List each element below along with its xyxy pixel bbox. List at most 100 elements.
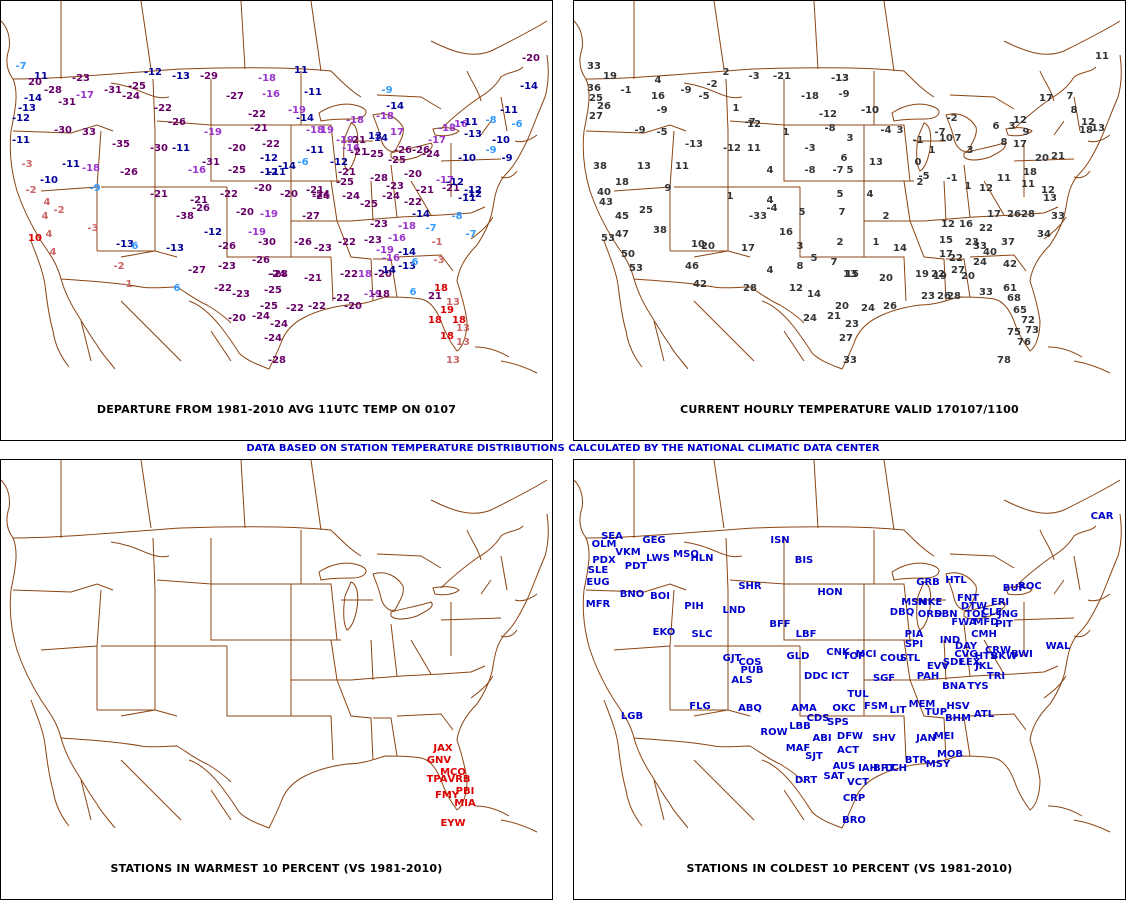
cold-station-label: MFR xyxy=(586,599,611,610)
departure-value-label: 18 xyxy=(452,315,466,326)
current-temp-value-label: 14 xyxy=(893,243,907,254)
cold-station-label: SPI xyxy=(905,639,923,650)
current-temp-value-label: 2 xyxy=(917,177,924,188)
current-temp-value-label: 53 xyxy=(601,233,615,244)
current-temp-value-label: 6 xyxy=(841,153,848,164)
current-temp-value-label: 3 xyxy=(797,241,804,252)
departure-value-label: -2 xyxy=(113,261,124,272)
current-temp-value-label: 18 xyxy=(1023,167,1037,178)
departure-value-label: -23 xyxy=(386,181,404,192)
cold-station-label: HON xyxy=(817,587,842,598)
current-temp-value-label: 19 xyxy=(915,269,929,280)
cold-station-label: LBB xyxy=(789,721,811,732)
departure-value-label: -10 xyxy=(492,135,510,146)
current-temp-value-label: 4 xyxy=(767,195,774,206)
departure-value-label: -20 xyxy=(280,189,298,200)
departure-value-label: -16 xyxy=(382,253,400,264)
current-temp-value-label: -10 xyxy=(861,105,879,116)
current-temp-value-label: 33 xyxy=(979,287,993,298)
cold-station-label: AUS xyxy=(833,761,856,772)
current-temp-value-label: -9 xyxy=(680,85,691,96)
current-temp-caption: CURRENT HOURLY TEMPERATURE VALID 170107/… xyxy=(680,403,1019,416)
current-temp-value-label: 78 xyxy=(997,355,1011,366)
current-temp-value-label: 18 xyxy=(615,177,629,188)
current-temp-value-label: 42 xyxy=(1003,259,1017,270)
current-temp-value-label: 12 xyxy=(1041,185,1055,196)
current-temp-value-label: 23 xyxy=(845,319,859,330)
cold-station-label: LWS xyxy=(646,553,670,564)
departure-value-label: 18 xyxy=(428,315,442,326)
cold-station-label: JKL xyxy=(974,661,993,672)
departure-value-label: 13 xyxy=(446,355,460,366)
current-temp-value-label: -9 xyxy=(838,89,849,100)
current-temp-value-label: 5 xyxy=(847,165,854,176)
current-temp-value-label: 24 xyxy=(973,257,987,268)
current-temp-value-label: 76 xyxy=(1017,337,1031,348)
current-temp-value-label: -3 xyxy=(804,143,815,154)
departure-value-label: -26 xyxy=(192,203,210,214)
current-temp-value-label: 22 xyxy=(949,253,963,264)
current-temp-value-label: 33 xyxy=(1051,211,1065,222)
current-temp-value-label: 18 xyxy=(1079,125,1093,136)
cold-station-label: SDF xyxy=(943,657,965,668)
current-temp-value-label: 11 xyxy=(747,143,761,154)
departure-value-label: -7 xyxy=(15,61,26,72)
current-temp-value-label: 3 xyxy=(967,145,974,156)
departure-value-label: 13 xyxy=(446,297,460,308)
departure-value-label: -16 xyxy=(342,143,360,154)
departure-value-label: -14 xyxy=(520,81,538,92)
current-temp-value-label: 7 xyxy=(1067,91,1074,102)
current-temp-value-label: 7 xyxy=(839,207,846,218)
current-temp-value-label: -8 xyxy=(824,123,835,134)
departure-value-label: -12 xyxy=(446,177,464,188)
cold-station-label: BNO xyxy=(620,589,645,600)
current-temp-value-label: -10 xyxy=(861,105,879,116)
departure-value-label: -19 xyxy=(376,245,394,256)
current-temp-value-label: 16 xyxy=(779,227,793,238)
departure-value-label: -10 xyxy=(458,153,476,164)
departure-value-label: -23 xyxy=(370,219,388,230)
cold-station-label: DBQ xyxy=(890,607,914,618)
current-temp-value-label: 5 xyxy=(837,189,844,200)
departure-value-label: -20 xyxy=(228,143,246,154)
cold-station-label: IAH xyxy=(858,763,878,774)
current-temp-value-label: 26 xyxy=(1007,209,1021,220)
departure-value-label: -22 xyxy=(332,293,350,304)
cold-station-label: TYS xyxy=(967,681,988,692)
current-temp-value-label: -9 xyxy=(656,105,667,116)
current-temp-value-label: 22 xyxy=(979,223,993,234)
data-source-note: DATA BASED ON STATION TEMPERATURE DISTRI… xyxy=(246,443,880,454)
warm-station-label: EYW xyxy=(440,818,465,829)
current-temp-value-label: 73 xyxy=(1025,325,1039,336)
current-temp-value-label: 42 xyxy=(693,279,707,290)
current-temp-value-label: 21 xyxy=(827,311,841,322)
departure-panel: -7 11 20 -23 -28 -14 -31 -17 -13 -12 -30 33 -11 -35 -3… xyxy=(0,0,553,441)
current-temp-value-label: 20 xyxy=(1035,153,1049,164)
departure-value-label: -22 xyxy=(214,283,232,294)
departure-value-label: -26 xyxy=(412,145,430,156)
warmest-stations-panel: JAX GNV MCO TPA VRB FMY PBI MIA EYW STATIONS IN … xyxy=(0,459,553,900)
departure-value-label: -27 xyxy=(302,211,320,222)
departure-value-label: -20 xyxy=(374,269,392,280)
departure-value-label: -16 xyxy=(262,89,280,100)
current-temp-value-label: 1 xyxy=(727,191,734,202)
departure-value-label: -21 xyxy=(306,185,324,196)
departure-value-label: -30 xyxy=(258,237,276,248)
departure-value-label: 18 xyxy=(434,283,448,294)
current-temp-value-label: -12 xyxy=(819,109,837,120)
departure-value-label: -13 xyxy=(116,239,134,250)
departure-value-label: 4 xyxy=(42,211,49,222)
cold-station-label: ISN xyxy=(770,535,789,546)
current-temp-value-label: 45 xyxy=(615,211,629,222)
current-temp-value-label: -21 xyxy=(773,71,791,82)
current-temp-value-label: -7 xyxy=(744,117,755,128)
departure-value-label: -11 xyxy=(500,105,518,116)
current-temp-value-label: 20 xyxy=(835,301,849,312)
cold-station-label: PUB xyxy=(740,665,763,676)
current-temp-value-label: 4 xyxy=(867,189,874,200)
departure-value-label: -11 xyxy=(460,117,478,128)
current-temp-value-label: 22 xyxy=(931,269,945,280)
departure-value-label: -29 xyxy=(200,71,218,82)
departure-value-label: -21 xyxy=(304,273,322,284)
